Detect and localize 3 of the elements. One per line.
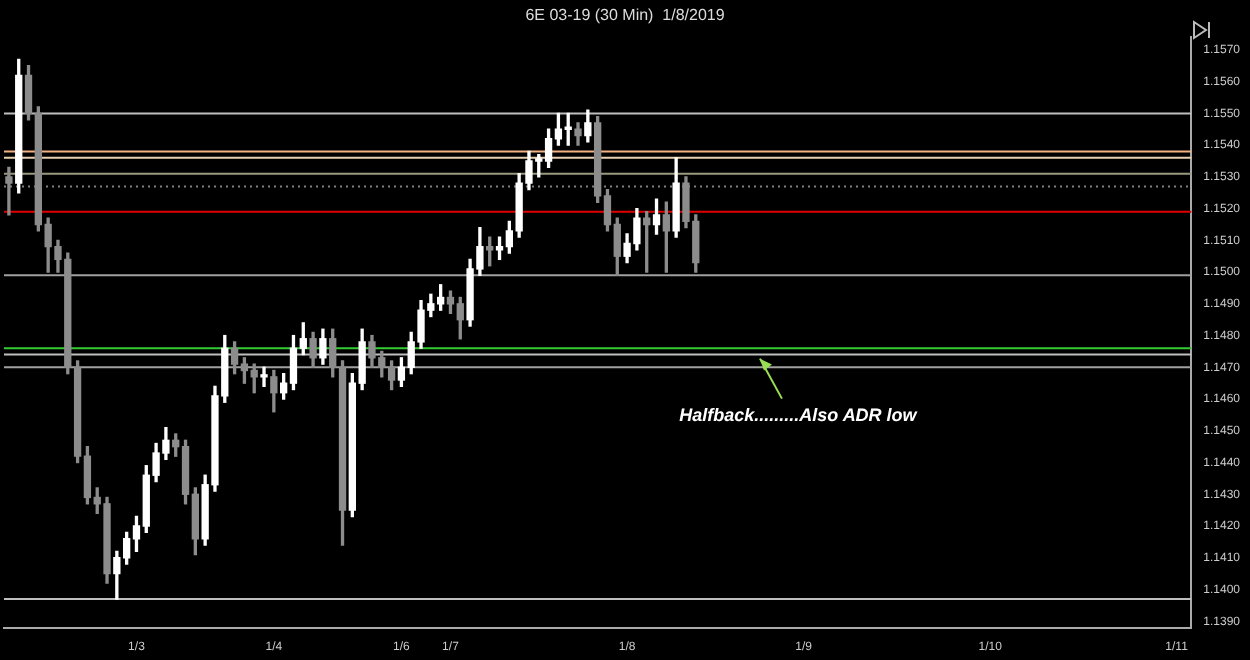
chart-title: 6E 03-19 (30 Min) 1/8/2019 [525,6,726,25]
annotation: Halfback.........Also ADR low [679,404,919,425]
candlestick [260,366,268,388]
